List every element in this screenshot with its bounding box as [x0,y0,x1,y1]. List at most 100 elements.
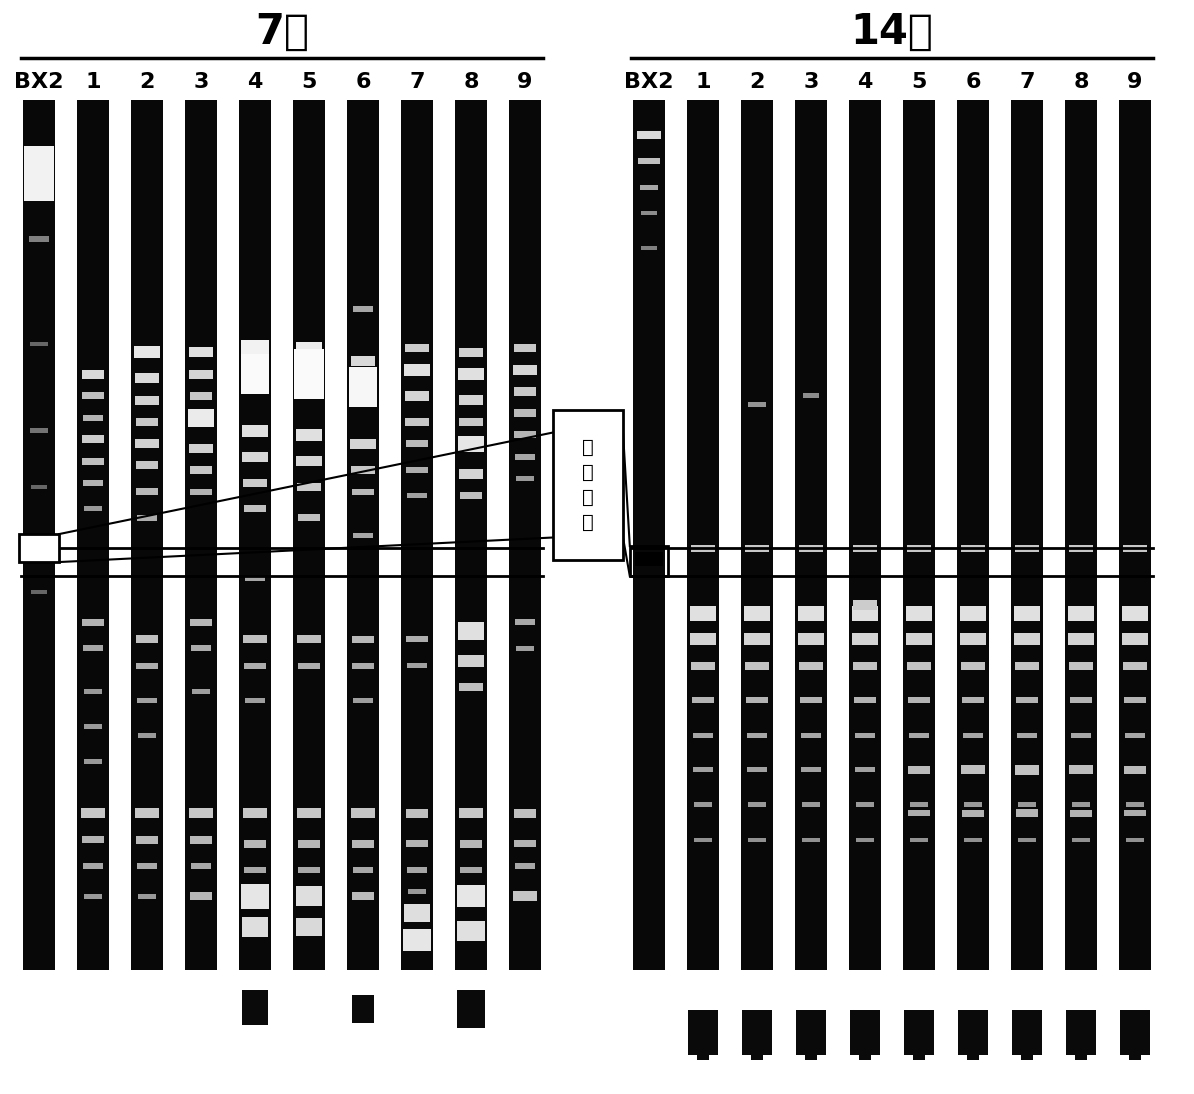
Bar [84,724,101,729]
Bar [352,866,374,873]
Bar [460,348,482,357]
Text: 8: 8 [463,72,479,92]
Bar [401,100,433,970]
Bar [962,697,984,703]
Bar [641,246,657,249]
Text: 6: 6 [356,72,371,92]
Bar [241,884,269,908]
Bar [855,767,875,772]
Bar [406,440,427,447]
Bar [135,439,159,449]
Bar [1119,100,1151,970]
Bar [798,606,824,620]
Bar [909,733,929,737]
Bar [352,996,375,1023]
Bar [1066,1010,1096,1055]
Bar [84,689,101,694]
Bar [131,100,164,970]
Bar [1065,100,1097,970]
Bar [1017,733,1038,737]
Bar [854,662,876,670]
Bar [513,364,537,375]
Bar [1011,100,1044,970]
Bar [244,840,266,848]
Bar [404,929,431,951]
Bar [912,1048,925,1060]
Bar [190,370,213,379]
Bar [82,836,104,843]
Bar [853,600,878,609]
Bar [515,431,536,439]
Bar [298,663,320,668]
Bar [694,767,713,772]
Bar [82,435,104,443]
Bar [907,766,930,773]
Bar [747,802,767,807]
Bar [405,418,429,426]
Bar [694,802,713,807]
Bar [135,808,159,818]
Bar [1017,802,1036,807]
Bar [746,733,768,737]
Text: 目
标
条
带: 目 标 条 带 [583,438,593,532]
Bar [407,889,426,894]
Bar [81,370,104,379]
Bar [84,480,103,486]
Bar [136,836,158,843]
Bar [296,918,322,935]
Bar [31,590,47,594]
Bar [740,100,774,970]
Text: 7: 7 [1020,72,1035,92]
Text: 14天: 14天 [850,11,934,53]
Bar [801,733,821,737]
Bar [799,545,823,551]
Bar [636,131,661,139]
Bar [352,663,374,668]
Bar [82,862,103,869]
Bar [904,1010,934,1055]
Text: 3: 3 [804,72,819,92]
Bar [295,349,324,399]
Bar [849,100,881,970]
Bar [76,100,109,970]
Bar [351,808,375,818]
Bar [1013,1010,1041,1055]
Bar [802,838,820,841]
Bar [457,990,485,1028]
Bar [407,866,427,873]
Bar [959,1010,987,1055]
Bar [906,633,931,645]
Bar [352,892,375,900]
Bar [964,838,981,841]
Bar [353,306,373,312]
Bar [135,347,160,359]
Bar [458,368,484,380]
Bar [1069,662,1093,670]
Bar [191,489,211,494]
Bar [81,808,105,818]
Bar [190,808,213,818]
Text: 2: 2 [750,72,764,92]
Bar [84,415,103,420]
Bar [190,443,213,453]
Bar [691,662,715,670]
Bar [241,917,269,936]
Bar [30,550,48,555]
Bar [136,488,158,494]
Bar [640,211,658,216]
Bar [743,1010,771,1055]
Bar [353,698,373,702]
Bar [352,636,375,643]
Bar [1124,662,1146,670]
Bar [639,158,659,164]
Bar [796,1010,825,1055]
Bar [513,387,536,396]
Bar [191,689,210,694]
Bar [82,393,104,399]
Bar [801,767,820,772]
Bar [245,577,265,581]
Bar [350,439,376,449]
Bar [293,100,325,970]
Bar [30,236,49,242]
Bar [956,100,989,970]
